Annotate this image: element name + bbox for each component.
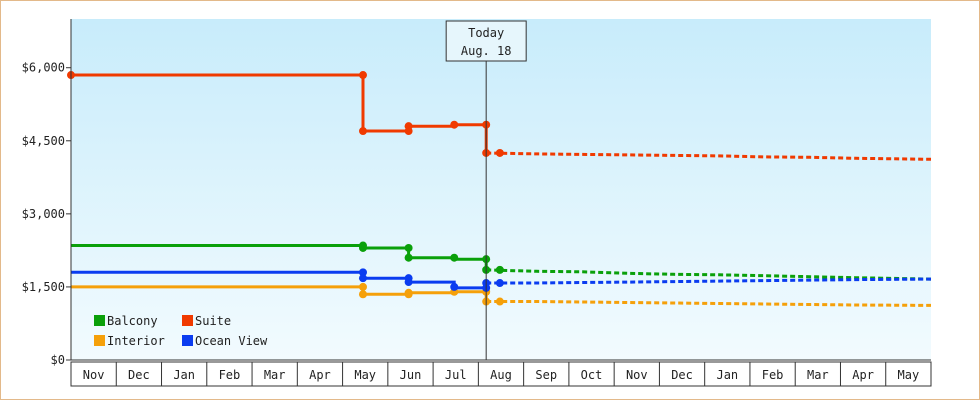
data-point-suite-8 [495,148,504,157]
legend-label-ocean-view: Ocean View [195,334,268,348]
data-point-balcony-7 [495,265,504,274]
x-tick-label: Oct [581,368,603,382]
legend-label-interior: Interior [107,334,165,348]
legend-swatch-suite [182,315,193,326]
y-tick-label: $0 [51,353,65,367]
y-tick-label: $1,500 [22,280,65,294]
x-tick-label: Jan [173,368,195,382]
today-label: Today [468,26,504,40]
data-point-ocean-view-7 [495,279,504,288]
x-tick-label: Jul [445,368,467,382]
legend-label-suite: Suite [195,314,231,328]
x-tick-label: Jan [716,368,738,382]
plot-background [71,19,931,360]
series-forecast-line-balcony [486,268,932,281]
data-point-suite-4 [404,122,413,131]
x-tick-label: May [354,368,376,382]
data-point-balcony-1 [358,243,367,252]
today-date-label: Aug. 18 [461,44,512,58]
x-tick-label: Feb [219,368,241,382]
x-tick-label: Apr [309,368,331,382]
data-point-interior-1 [358,290,367,299]
data-point-ocean-view-3 [404,278,413,287]
x-tick-label: Apr [852,368,874,382]
data-point-interior-7 [495,297,504,306]
x-tick-label: Mar [807,368,829,382]
legend-label-balcony: Balcony [107,314,158,328]
x-tick-label: Nov [83,368,105,382]
today-label-box [445,20,527,62]
x-tick-label: Aug [490,368,512,382]
data-point-interior-3 [404,288,413,297]
x-tick-label: Sep [535,368,557,382]
data-point-interior-0 [358,282,367,291]
data-point-balcony-4 [450,253,459,262]
data-point-ocean-view-4 [450,282,459,291]
y-tick-label: $4,500 [22,134,65,148]
series-forecast-line-suite [486,151,932,161]
data-point-ocean-view-0 [358,268,367,277]
x-tick-label: Feb [762,368,784,382]
x-tick-label: Dec [671,368,693,382]
y-tick-label: $6,000 [22,61,65,75]
x-tick-label: Jun [400,368,422,382]
series-forecast-line-interior [486,300,932,307]
x-tick-label: May [898,368,920,382]
x-tick-label: Dec [128,368,150,382]
data-point-balcony-3 [404,253,413,262]
data-point-suite-5 [450,120,459,129]
y-tick-label: $3,000 [22,207,65,221]
x-tick-label: Mar [264,368,286,382]
data-point-suite-1 [358,71,367,80]
x-tick-label: Nov [626,368,648,382]
data-point-suite-2 [358,127,367,136]
legend-swatch-interior [94,335,105,346]
legend-swatch-balcony [94,315,105,326]
data-point-ocean-view-1 [358,274,367,283]
data-point-balcony-2 [404,243,413,252]
legend-swatch-ocean-view [182,335,193,346]
series-forecast-line-ocean-view [486,277,932,285]
x-axis-label-band [70,361,932,387]
